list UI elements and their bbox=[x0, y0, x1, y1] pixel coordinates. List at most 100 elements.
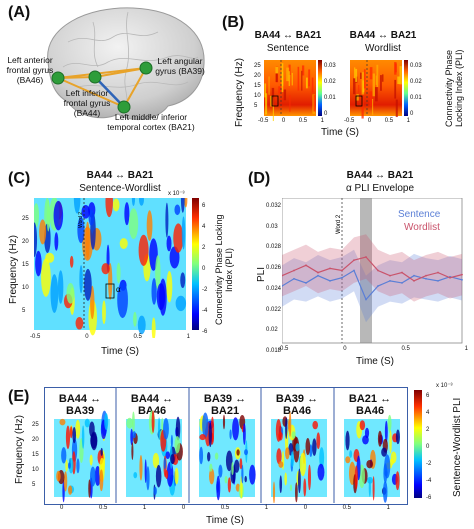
c-cbar-tick: 4 bbox=[202, 224, 206, 230]
label-ba46: Left anterior frontal gyrus (BA46) bbox=[6, 55, 54, 85]
c-texture bbox=[165, 202, 169, 238]
c-xtick: 0 bbox=[85, 334, 89, 340]
c-alpha-box bbox=[105, 283, 115, 299]
panel-d-chart: Word 2 bbox=[282, 198, 463, 344]
e-texture bbox=[170, 434, 173, 448]
c-texture bbox=[117, 281, 128, 319]
e-title-top: BA44 ↔ bbox=[130, 393, 174, 405]
e-title-bottom: BA46 bbox=[355, 405, 385, 417]
d-point bbox=[389, 279, 391, 282]
label-ba44: Left inferior frontal gyrus (BA44) bbox=[63, 88, 111, 118]
e-texture bbox=[285, 417, 288, 439]
panel-e-label: (E) bbox=[8, 388, 30, 405]
b-xtick: 0 bbox=[367, 118, 372, 124]
d-ytick: 0.028 bbox=[266, 244, 282, 251]
e-texture bbox=[298, 468, 301, 494]
brain-diagram bbox=[47, 7, 205, 121]
node-ba44 bbox=[88, 70, 102, 84]
d-point bbox=[437, 279, 439, 282]
c-xlabel: Time (S) bbox=[101, 346, 139, 357]
e-title-top: BA21 ↔ bbox=[348, 393, 392, 405]
e-texture bbox=[319, 447, 325, 469]
c-texture bbox=[146, 210, 153, 241]
e-texture bbox=[163, 418, 169, 440]
b-texture bbox=[395, 99, 398, 118]
e-texture bbox=[157, 417, 161, 440]
e-title-top: BA39 ↔ bbox=[203, 393, 247, 405]
e-texture bbox=[133, 471, 138, 479]
d-point bbox=[437, 271, 439, 274]
e-texture bbox=[56, 470, 61, 482]
e-texture bbox=[144, 459, 147, 483]
e-title-top: BA39 ↔ bbox=[275, 393, 319, 405]
e-texture bbox=[272, 481, 276, 503]
c-cbar-tick: 6 bbox=[202, 203, 206, 209]
node-ba21 bbox=[117, 100, 131, 114]
e-title-bottom: BA39 bbox=[65, 405, 95, 417]
e-cbar-tick: 2 bbox=[426, 427, 430, 433]
e-colorbar bbox=[414, 390, 422, 498]
panel-e-heatmaps bbox=[54, 387, 400, 503]
c-ylabel: Frequency (Hz) bbox=[8, 235, 19, 305]
c-texture bbox=[151, 317, 156, 338]
b-xlabel: Time (S) bbox=[321, 127, 359, 138]
b-cbar-label: Connectivity Phase Locking Index (PLI) bbox=[444, 49, 464, 127]
panel-b-heatmaps bbox=[264, 60, 408, 122]
b-texture bbox=[353, 78, 356, 95]
c-texture bbox=[34, 203, 40, 228]
d-point bbox=[341, 269, 343, 272]
c-cbar-label: Connectivity Phase Locking Index (PLI) bbox=[214, 214, 234, 326]
c-title: BA44 ↔ BA21 bbox=[86, 170, 154, 181]
e-cells: BA44 ↔BA39 BA44 ↔BA46 BA39 ↔BA21 BA39 ↔B… bbox=[44, 387, 406, 503]
e-texture bbox=[163, 457, 166, 470]
e-texture bbox=[76, 458, 80, 474]
e-texture bbox=[126, 417, 133, 429]
c-word-label: Word 2 bbox=[78, 212, 84, 228]
e-texture bbox=[388, 420, 391, 433]
c-texture bbox=[102, 300, 106, 325]
b-cbar-ticks-left: 0.03 0.02 0.01 0 bbox=[324, 58, 336, 122]
b-cbar-tick: 0.01 bbox=[324, 95, 336, 101]
c-texture bbox=[34, 222, 38, 257]
e-cbar-label: Sentence-Wordlist PLI bbox=[452, 397, 463, 497]
d-point bbox=[282, 285, 283, 287]
e-texture bbox=[389, 430, 392, 454]
b-texture bbox=[313, 94, 316, 112]
e-texture bbox=[381, 447, 388, 457]
c-texture bbox=[174, 204, 181, 216]
b-texture bbox=[265, 93, 268, 115]
e-texture bbox=[139, 454, 143, 481]
e-frame bbox=[44, 387, 408, 505]
b-texture bbox=[375, 75, 377, 85]
b-texture bbox=[301, 65, 305, 76]
c-ytick: 10 bbox=[22, 285, 29, 291]
e-cbar-tick: 4 bbox=[426, 410, 430, 416]
c-texture bbox=[124, 202, 130, 226]
e-cbar-tick: -2 bbox=[426, 461, 432, 467]
d-point bbox=[329, 279, 331, 282]
b-xticks-right: -0.5 0 0.5 1 bbox=[344, 118, 410, 124]
b-texture bbox=[301, 70, 303, 91]
b-texture bbox=[305, 77, 308, 89]
e-cbar-ticks: 6 4 2 0 -2 -4 -6 bbox=[426, 388, 431, 507]
b-texture bbox=[355, 68, 358, 82]
c-texture bbox=[116, 262, 121, 284]
c-texture bbox=[184, 198, 188, 208]
e-texture bbox=[362, 435, 369, 445]
d-point bbox=[449, 276, 451, 279]
e-texture bbox=[383, 463, 388, 483]
e-title-5: BA21 ↔ BA46 bbox=[334, 393, 406, 417]
d-ytick: 0.024 bbox=[266, 285, 282, 292]
c-texture bbox=[41, 258, 51, 297]
e-xtick: 0.5 bbox=[98, 505, 108, 511]
e-texture bbox=[241, 464, 244, 484]
d-highlight bbox=[360, 198, 372, 343]
e-texture bbox=[100, 447, 103, 456]
c-texture bbox=[54, 232, 59, 251]
b-texture bbox=[394, 79, 397, 99]
b-cbar-tick: 0.01 bbox=[410, 95, 422, 101]
e-texture bbox=[175, 416, 181, 441]
e-texture bbox=[153, 486, 157, 496]
e-texture bbox=[232, 417, 239, 441]
b-cbar-tick: 0 bbox=[324, 111, 328, 117]
